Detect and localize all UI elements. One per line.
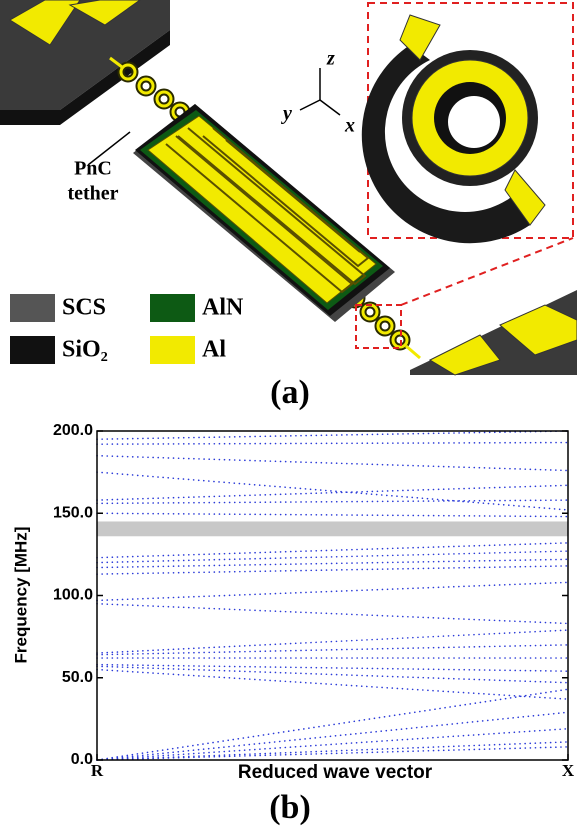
band-line — [97, 670, 568, 700]
band-line — [97, 604, 568, 624]
band-line — [97, 689, 568, 760]
annotation: tether — [67, 183, 118, 205]
legend-label: Al — [202, 337, 226, 363]
x-tick-label: R — [91, 761, 104, 780]
band-line — [97, 742, 568, 760]
band-line — [97, 431, 568, 439]
band-line — [97, 513, 568, 516]
band-line — [97, 729, 568, 760]
band-line — [97, 485, 568, 500]
band-line — [97, 712, 568, 760]
panel-label: (a) — [270, 374, 310, 411]
x-axis-label: Reduced wave vector — [238, 762, 433, 783]
bandgap — [97, 521, 568, 536]
band-line — [97, 582, 568, 600]
legend-label: AlN — [202, 295, 244, 321]
axis-name: z — [326, 48, 335, 70]
band-line — [97, 472, 568, 510]
x-tick-label: X — [562, 761, 575, 780]
y-tick-label: 0.0 — [71, 751, 93, 768]
band-line — [97, 456, 568, 471]
annotation: PnC — [74, 158, 112, 180]
band-line — [97, 500, 568, 503]
plot-frame — [97, 431, 568, 760]
axis-name: x — [344, 115, 355, 137]
panel-label: (b) — [269, 789, 311, 826]
legend-label: SiO₂ — [62, 337, 108, 363]
figure: PnC tether z y x SCS AlN SiO₂ Al (a) (b)… — [0, 0, 577, 835]
y-tick-label: 200.0 — [53, 422, 93, 439]
band-line — [97, 551, 568, 563]
y-tick-label: 150.0 — [53, 504, 93, 521]
band-line — [97, 566, 568, 574]
band-line — [97, 630, 568, 653]
band-line — [97, 543, 568, 558]
y-tick-label: 100.0 — [53, 587, 93, 604]
band-line — [97, 665, 568, 672]
y-axis-label: Frequency [MHz] — [11, 527, 30, 664]
axis-name: y — [281, 103, 292, 125]
band-line — [97, 443, 568, 445]
y-tick-label: 50.0 — [62, 669, 93, 686]
legend-label: SCS — [62, 295, 106, 321]
